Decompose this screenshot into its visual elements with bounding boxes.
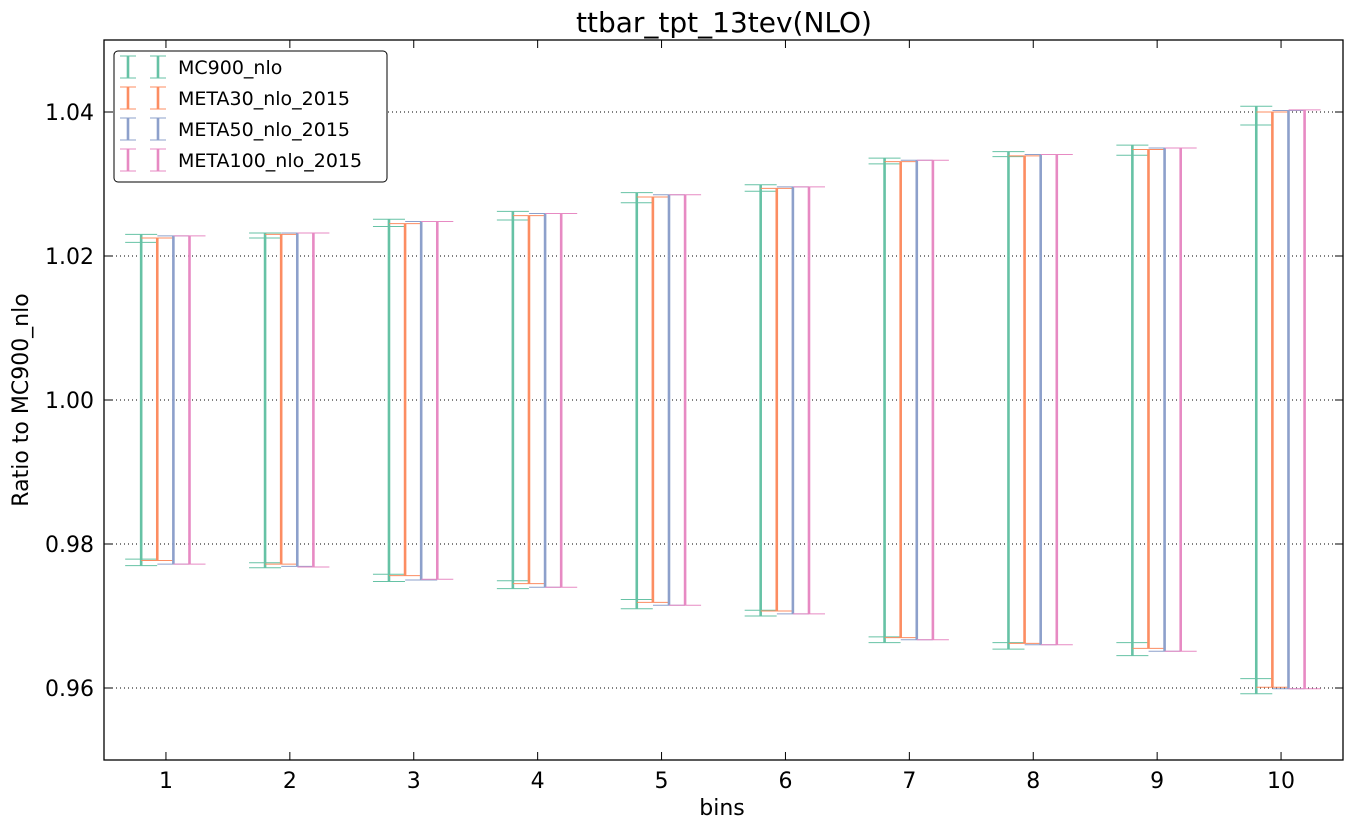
y-tick-label: 1.02 <box>45 245 94 270</box>
x-axis-label: bins <box>699 796 744 821</box>
x-tick-label: 6 <box>778 769 792 794</box>
y-tick-label: 0.96 <box>45 677 94 702</box>
y-tick-label: 1.04 <box>45 101 94 126</box>
y-axis-label: Ratio to MC900_nlo <box>9 293 34 506</box>
series-MC900_nlo <box>125 105 1273 695</box>
legend-label: MC900_nlo <box>178 57 282 79</box>
x-tick-label: 3 <box>407 769 421 794</box>
y-tick-label: 1.00 <box>45 389 94 414</box>
series-META100_nlo_2015 <box>173 109 1321 690</box>
x-tick-label: 7 <box>902 769 916 794</box>
legend-entry: META50_nlo_2015 <box>120 117 350 141</box>
ticks-layer: 0.96 0.98 1.00 1.02 1.04 1 2 3 4 5 6 7 8 9 10 <box>45 40 1343 794</box>
x-tick-label: 2 <box>283 769 297 794</box>
legend-label: META100_nlo_2015 <box>178 150 362 172</box>
series-META30_nlo_2015 <box>141 111 1289 688</box>
legend-entry: META100_nlo_2015 <box>120 148 362 172</box>
series-META50_nlo_2015 <box>157 110 1305 690</box>
x-tick-label: 9 <box>1150 769 1164 794</box>
chart-title: ttbar_tpt_13tev(NLO) <box>576 6 872 39</box>
x-tick-label: 8 <box>1026 769 1040 794</box>
legend: MC900_nlo META30_nlo_2015 META50_nlo_2015 M… <box>113 50 388 183</box>
legend-label: META30_nlo_2015 <box>178 88 350 110</box>
y-tick-label: 0.98 <box>45 533 94 558</box>
legend-entry: META30_nlo_2015 <box>120 86 350 110</box>
legend-label: META50_nlo_2015 <box>178 119 350 141</box>
errorbars-layer <box>125 105 1321 695</box>
x-tick-label: 1 <box>159 769 173 794</box>
x-tick-label: 10 <box>1267 769 1295 794</box>
legend-box <box>113 50 388 183</box>
grid-layer <box>104 111 1343 689</box>
x-tick-label: 4 <box>531 769 545 794</box>
x-tick-label: 5 <box>655 769 669 794</box>
legend-entry: MC900_nlo <box>120 55 282 79</box>
